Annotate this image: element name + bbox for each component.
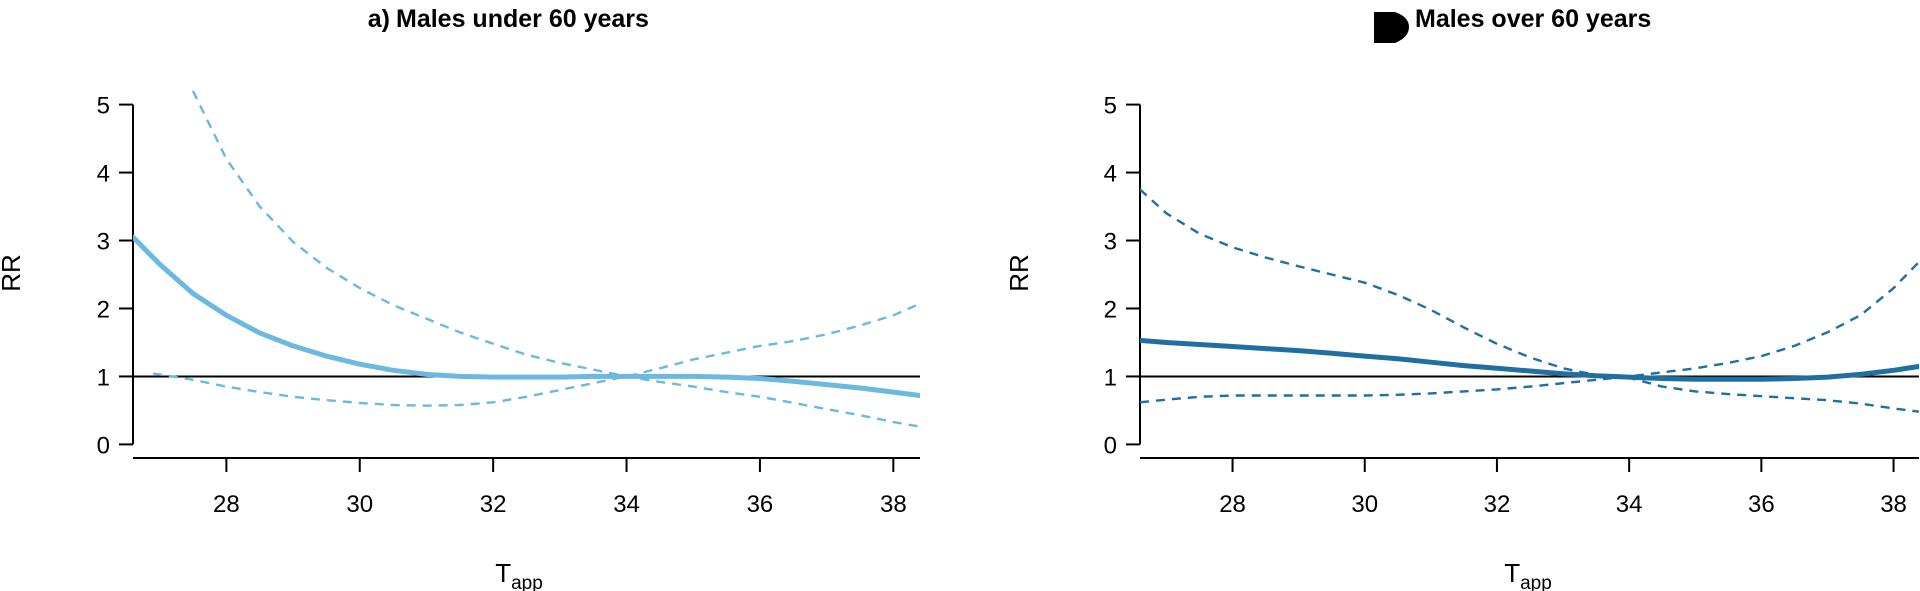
x-tick-label-32: 32 [480,491,507,518]
series-lower-line [152,302,920,407]
y-tick-label-2: 2 [97,296,110,323]
y-axis-title: RR [1004,254,1034,292]
y-tick-label-2: 2 [1104,296,1117,323]
y-tick-label-5: 5 [97,93,110,120]
x-axis-title-subscript: app [1520,573,1552,591]
series-estimate-line [133,234,920,398]
x-tick-label-32: 32 [1484,491,1511,518]
y-tick-label-1: 1 [97,364,110,391]
panel-label-blot [1374,12,1409,43]
y-tick-label-3: 3 [97,229,110,256]
series-lower-line [1140,260,1919,404]
y-tick-label-0: 0 [97,432,110,459]
y-tick-label-4: 4 [1104,161,1117,188]
x-tick-label-28: 28 [213,491,240,518]
y-tick-label-4: 4 [97,161,110,188]
y-tick-label-3: 3 [1104,229,1117,256]
y-tick-label-1: 1 [1104,364,1117,391]
y-axis-title: RR [0,254,26,292]
panel-males-under-60: a) Males under 60 years RR Tapp 01234528… [0,5,920,591]
x-tick-label-36: 36 [1748,491,1775,518]
series-upper-line [191,90,920,428]
x-tick-label-38: 38 [880,491,907,518]
series-estimate-line [1140,337,1919,382]
x-axis-title: Tapp [1504,558,1552,591]
chart-title: Males over 60 years [1415,5,1651,33]
x-tick-label-34: 34 [1616,491,1643,518]
x-axis-title: Tapp [495,558,543,591]
x-tick-label-34: 34 [613,491,640,518]
x-axis-title-main: T [495,558,511,588]
y-tick-label-0: 0 [1104,432,1117,459]
x-tick-label-30: 30 [346,491,373,518]
x-tick-label-30: 30 [1351,491,1378,518]
x-tick-label-28: 28 [1219,491,1246,518]
series-upper-line [1140,188,1919,413]
x-axis-title-main: T [1504,558,1520,588]
x-axis-title-subscript: app [511,573,543,591]
x-tick-label-36: 36 [747,491,774,518]
panel-label: a) [368,5,390,33]
y-tick-label-5: 5 [1104,93,1117,120]
chart-title: Males under 60 years [396,5,649,33]
x-tick-label-38: 38 [1880,491,1907,518]
